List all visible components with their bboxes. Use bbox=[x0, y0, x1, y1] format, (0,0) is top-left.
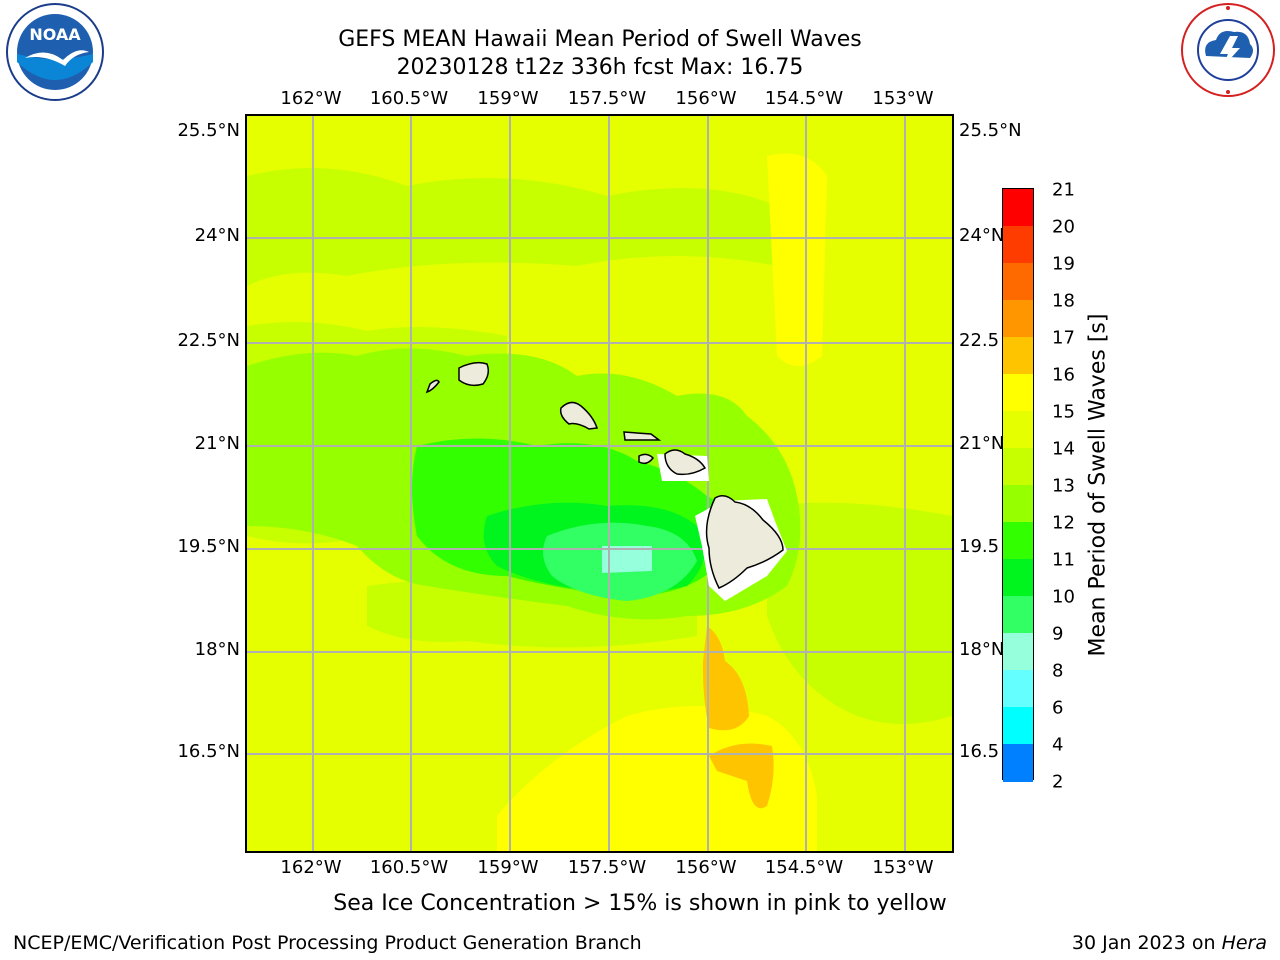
noaa-logo: NOAA bbox=[5, 2, 105, 102]
lon-label-top: 157.5°W bbox=[567, 88, 647, 109]
colorbar-cell bbox=[1003, 300, 1033, 338]
run-date-text: 30 Jan 2023 on bbox=[1071, 932, 1216, 954]
colorbar-tick-label: 13 bbox=[1052, 475, 1075, 497]
colorbar-cell bbox=[1003, 411, 1033, 449]
lon-label-top: 153°W bbox=[872, 88, 934, 109]
island-hawaii bbox=[705, 495, 784, 589]
colorbar-tick-label: 10 bbox=[1052, 586, 1075, 608]
lat-label-right: 24°N bbox=[959, 225, 1005, 246]
lon-label-bottom: 160.5°W bbox=[369, 857, 449, 878]
island-kauai bbox=[458, 361, 490, 387]
colorbar-cell bbox=[1003, 744, 1033, 782]
colorbar bbox=[1002, 188, 1034, 782]
colorbar-tick-label: 17 bbox=[1052, 327, 1075, 349]
colorbar-cell bbox=[1003, 485, 1033, 523]
lat-label-left: 22.5°N bbox=[177, 330, 240, 351]
lon-label-bottom: 159°W bbox=[477, 857, 539, 878]
field-16s-south bbox=[709, 743, 774, 809]
swell-period-map bbox=[247, 116, 952, 851]
lat-label-right: 16.5 bbox=[959, 741, 1000, 762]
colorbar-tick-label: 21 bbox=[1052, 179, 1075, 201]
island-maui bbox=[664, 449, 707, 476]
lon-label-top: 162°W bbox=[280, 88, 342, 109]
svg-text:NOAA: NOAA bbox=[29, 25, 81, 44]
colorbar-cell bbox=[1003, 448, 1033, 486]
colorbar-tick-label: 16 bbox=[1052, 364, 1075, 386]
colorbar-tick-label: 20 bbox=[1052, 216, 1075, 238]
colorbar-cell bbox=[1003, 559, 1033, 597]
island-oahu bbox=[559, 401, 599, 430]
colorbar-cell bbox=[1003, 707, 1033, 745]
lon-label-bottom: 154.5°W bbox=[764, 857, 844, 878]
colorbar-cell bbox=[1003, 522, 1033, 560]
nws-logo bbox=[1180, 2, 1276, 98]
lon-label-bottom: 153°W bbox=[872, 857, 934, 878]
colorbar-cell bbox=[1003, 189, 1033, 227]
lat-label-left: 24°N bbox=[194, 225, 240, 246]
colorbar-tick-label: 18 bbox=[1052, 290, 1075, 312]
colorbar-cell bbox=[1003, 670, 1033, 708]
colorbar-cell bbox=[1003, 337, 1033, 375]
run-date: 30 Jan 2023 on Hera bbox=[1072, 932, 1267, 954]
lat-label-right: 21°N bbox=[959, 433, 1005, 454]
colorbar-label: Mean Period of Swell Waves [s] bbox=[1085, 313, 1111, 657]
colorbar-tick-label: 15 bbox=[1052, 401, 1075, 423]
colorbar-tick-label: 9 bbox=[1052, 623, 1064, 645]
colorbar-tick-label: 8 bbox=[1052, 660, 1064, 682]
chart-subtitle: 20230128 t12z 336h fcst Max: 16.75 bbox=[396, 55, 804, 80]
colorbar-tick-label: 14 bbox=[1052, 438, 1075, 460]
colorbar-tick-label: 6 bbox=[1052, 697, 1064, 719]
colorbar-cell bbox=[1003, 374, 1033, 412]
colorbar-cell bbox=[1003, 596, 1033, 634]
lon-label-top: 160.5°W bbox=[369, 88, 449, 109]
lon-label-bottom: 157.5°W bbox=[567, 857, 647, 878]
lon-label-bottom: 162°W bbox=[280, 857, 342, 878]
lat-label-right: 18°N bbox=[959, 639, 1005, 660]
lat-label-left: 19.5°N bbox=[177, 536, 240, 557]
colorbar-cell bbox=[1003, 226, 1033, 264]
chart-title: GEFS MEAN Hawaii Mean Period of Swell Wa… bbox=[338, 27, 862, 52]
field-15s bbox=[497, 706, 817, 851]
colorbar-tick-label: 2 bbox=[1052, 771, 1064, 793]
lon-label-top: 154.5°W bbox=[764, 88, 844, 109]
branch-credit: NCEP/EMC/Verification Post Processing Pr… bbox=[13, 932, 642, 954]
lat-label-left: 16.5°N bbox=[177, 741, 240, 762]
machine-name: Hera bbox=[1221, 932, 1267, 954]
island-molokai bbox=[623, 431, 662, 441]
field-8s bbox=[602, 546, 652, 573]
field-13s-north bbox=[247, 168, 777, 286]
sea-ice-note: Sea Ice Concentration > 15% is shown in … bbox=[333, 891, 947, 916]
colorbar-cell bbox=[1003, 263, 1033, 301]
island-lanai bbox=[638, 453, 654, 465]
colorbar-cell bbox=[1003, 633, 1033, 671]
lat-label-right: 22.5 bbox=[959, 330, 1000, 351]
lon-label-top: 156°W bbox=[675, 88, 737, 109]
colorbar-tick-label: 12 bbox=[1052, 512, 1075, 534]
lat-label-right: 25.5°N bbox=[959, 120, 1022, 141]
lon-label-top: 159°W bbox=[477, 88, 539, 109]
lat-label-left: 25.5°N bbox=[177, 120, 240, 141]
colorbar-tick-label: 11 bbox=[1052, 549, 1075, 571]
field-15s-north bbox=[767, 153, 827, 366]
lat-label-right: 19.5 bbox=[959, 536, 1000, 557]
colorbar-tick-label: 19 bbox=[1052, 253, 1075, 275]
lat-label-left: 21°N bbox=[194, 433, 240, 454]
colorbar-tick-label: 4 bbox=[1052, 734, 1064, 756]
map-panel bbox=[245, 114, 954, 853]
lon-label-bottom: 156°W bbox=[675, 857, 737, 878]
island-niihau bbox=[425, 379, 440, 394]
lat-label-left: 18°N bbox=[194, 639, 240, 660]
